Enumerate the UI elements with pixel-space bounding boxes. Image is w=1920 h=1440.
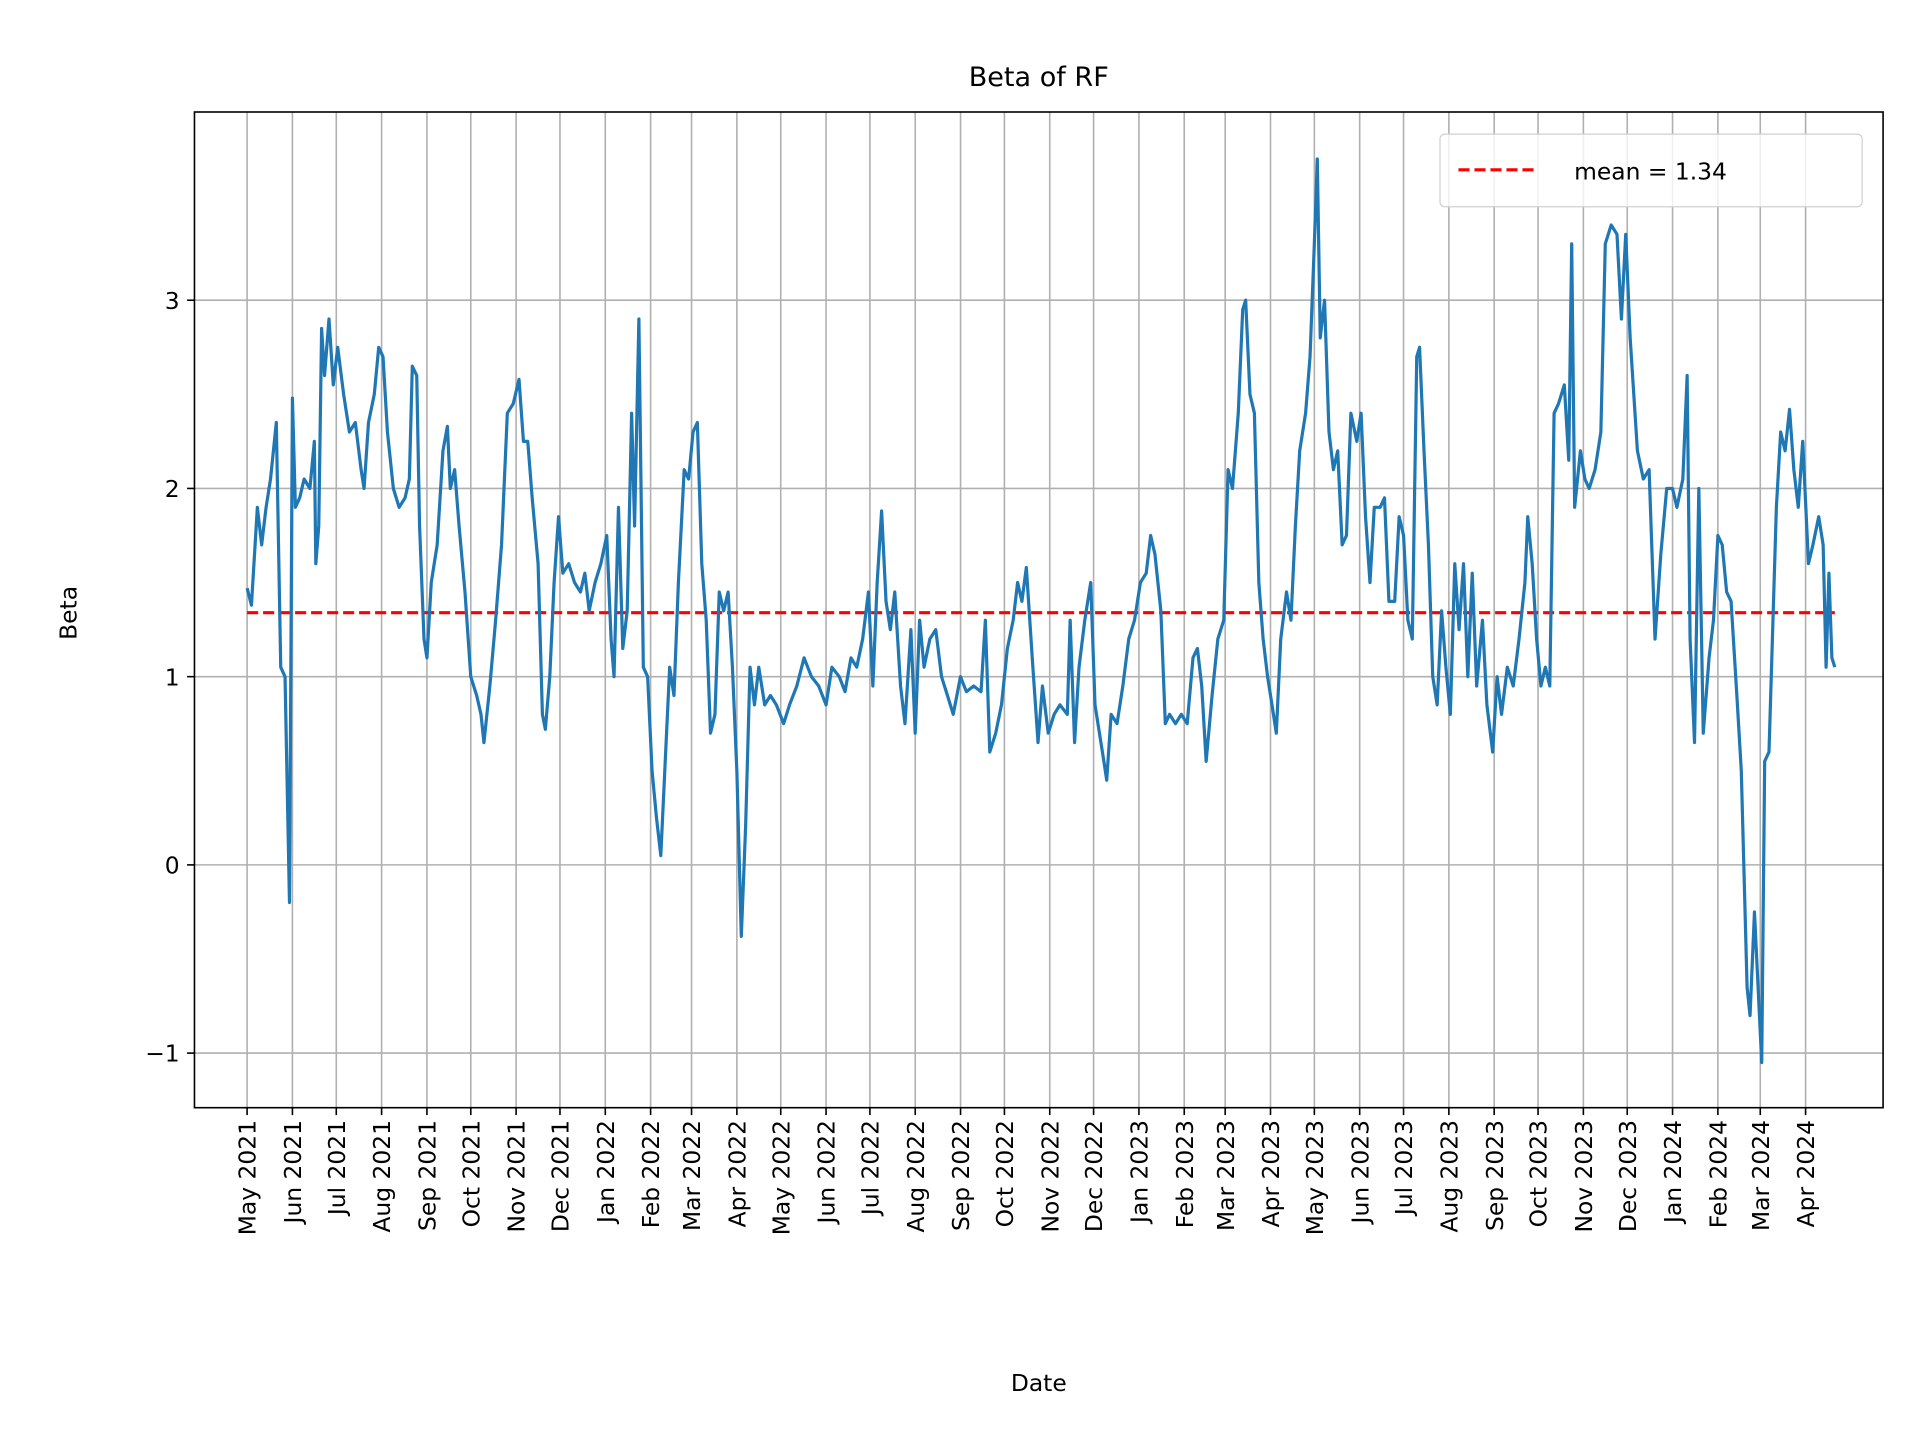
x-tick-label: May 2023 xyxy=(1301,1120,1329,1235)
x-tick-label: Dec 2023 xyxy=(1614,1120,1642,1232)
x-tick-label: Oct 2021 xyxy=(457,1120,485,1227)
x-tick-label: Mar 2024 xyxy=(1747,1120,1775,1231)
x-tick-label: Dec 2022 xyxy=(1080,1120,1108,1232)
x-tick-label: Aug 2022 xyxy=(902,1120,930,1233)
x-tick-label: Nov 2022 xyxy=(1036,1120,1064,1233)
axes-frame xyxy=(193,111,1884,1109)
x-axis-label: Date xyxy=(1011,1369,1067,1397)
y-axis-label: Beta xyxy=(54,586,82,640)
x-tick-label: Aug 2021 xyxy=(368,1120,396,1233)
x-tick-label: Jun 2022 xyxy=(813,1120,841,1225)
x-tick-label: Feb 2024 xyxy=(1704,1120,1732,1228)
x-tick-label: Feb 2023 xyxy=(1171,1120,1199,1228)
grid xyxy=(194,112,1884,1108)
x-tick-label: Sep 2021 xyxy=(414,1120,442,1231)
x-tick-label: May 2021 xyxy=(234,1120,262,1235)
legend-mean-label: mean = 1.34 xyxy=(1574,158,1727,186)
x-tick-label: Apr 2023 xyxy=(1257,1120,1285,1227)
x-tick-label: Dec 2021 xyxy=(547,1120,575,1232)
x-tick-label: Jul 2023 xyxy=(1390,1120,1418,1217)
ticks: May 2021 Jun 2021 Jul 2021 Aug 2021 Sep 2021… xyxy=(145,287,1820,1235)
x-tick-label: Jul 2022 xyxy=(857,1120,885,1217)
x-tick-label: May 2022 xyxy=(767,1120,795,1235)
x-tick-label: Apr 2022 xyxy=(723,1120,751,1227)
legend-box xyxy=(1439,133,1863,208)
x-tick-label: Sep 2022 xyxy=(947,1120,975,1231)
x-tick-label: Jan 2022 xyxy=(592,1120,620,1225)
x-tick-label: Mar 2023 xyxy=(1212,1120,1240,1231)
x-tick-label: Jun 2023 xyxy=(1346,1120,1374,1225)
x-tick-label: Jul 2021 xyxy=(323,1120,351,1217)
x-tick-label: Nov 2021 xyxy=(503,1120,531,1233)
x-tick-label: Jan 2024 xyxy=(1659,1120,1687,1225)
chart-title: Beta of RF xyxy=(969,62,1109,93)
x-tick-label: Jun 2021 xyxy=(279,1120,307,1225)
legend: mean = 1.34 xyxy=(1439,133,1863,208)
x-tick-label: Sep 2023 xyxy=(1481,1120,1509,1231)
y-tick-label: 0 xyxy=(165,852,180,880)
x-tick-label: Mar 2022 xyxy=(678,1120,706,1231)
beta-series-line xyxy=(245,157,1837,1065)
y-tick-label: 2 xyxy=(165,475,180,503)
x-tick-label: Oct 2023 xyxy=(1525,1120,1553,1227)
y-tick-label: 3 xyxy=(165,287,180,315)
x-tick-label: Aug 2023 xyxy=(1435,1120,1463,1233)
x-tick-label: Jan 2023 xyxy=(1126,1120,1154,1225)
x-tick-label: Apr 2024 xyxy=(1792,1120,1820,1227)
series-group xyxy=(245,157,1837,1065)
x-tick-label: Feb 2022 xyxy=(637,1120,665,1228)
x-tick-label: Oct 2022 xyxy=(991,1120,1019,1227)
y-tick-label: 1 xyxy=(165,663,180,691)
x-tick-label: Nov 2023 xyxy=(1570,1120,1598,1233)
y-tick-label: −1 xyxy=(145,1040,179,1068)
